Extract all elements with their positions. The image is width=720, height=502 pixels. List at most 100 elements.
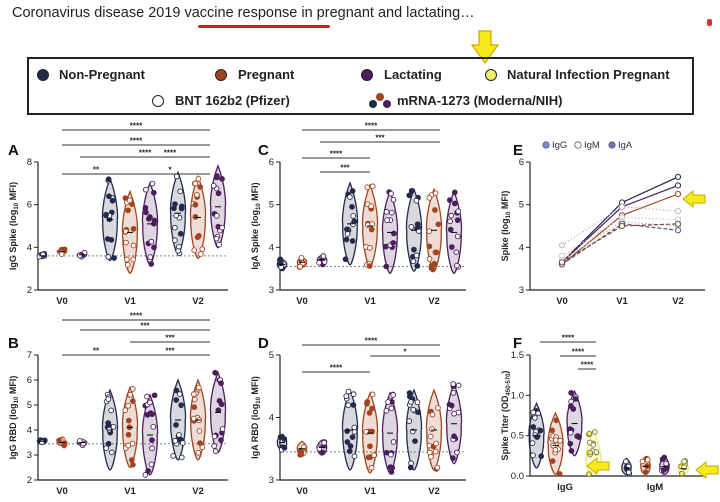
- data-point: [151, 217, 158, 224]
- data-point: [343, 236, 350, 243]
- data-point: [126, 197, 133, 204]
- data-point: [426, 256, 433, 262]
- legend-label-IgM: IgM: [584, 140, 600, 151]
- data-point: [125, 431, 132, 438]
- data-point: [447, 226, 454, 233]
- panel-letter: B: [8, 335, 19, 352]
- data-point: [145, 468, 151, 474]
- yellow-arrow-icon: [471, 30, 499, 64]
- data-point: [367, 245, 373, 251]
- panel-letter: C: [258, 142, 269, 159]
- data-point: [149, 437, 155, 443]
- data-point: [178, 203, 185, 210]
- y-tick-label: 4: [519, 242, 524, 253]
- arrow-left-icon: [682, 189, 706, 209]
- pregnant-legend-marker: [215, 69, 227, 81]
- significance-label: ****: [164, 149, 177, 158]
- data-point: [347, 194, 353, 200]
- data-point: [176, 432, 182, 438]
- data-point: [211, 443, 217, 449]
- data-point: [103, 211, 109, 218]
- series-point: [674, 207, 682, 215]
- legend-marker-IgM: [574, 141, 582, 149]
- panel-letter: E: [513, 142, 523, 159]
- data-point: [586, 439, 593, 446]
- significance-label: ***: [340, 164, 350, 173]
- y-tick-label: 1.0: [511, 390, 524, 401]
- data-point: [390, 392, 397, 398]
- x-tick-label: V0: [296, 486, 308, 497]
- significance-label: **: [93, 347, 100, 356]
- arrow-left-icon: [695, 460, 719, 480]
- data-point: [106, 193, 112, 200]
- data-point: [390, 439, 397, 445]
- significance-label: ****: [130, 137, 143, 146]
- data-point: [212, 448, 219, 455]
- y-tick-label: 4: [27, 425, 32, 436]
- legend-marker-IgG: [542, 141, 550, 149]
- significance-label: ****: [139, 149, 152, 158]
- data-point: [122, 228, 129, 235]
- data-point: [406, 192, 413, 199]
- data-point: [413, 197, 420, 204]
- data-point: [568, 390, 575, 396]
- data-point: [218, 437, 224, 443]
- significance-label: *: [403, 348, 407, 357]
- data-point: [530, 452, 536, 459]
- data-point: [173, 173, 180, 180]
- data-point: [177, 188, 184, 195]
- data-point: [414, 263, 421, 269]
- data-point: [388, 451, 394, 458]
- y-tick-label: 1.5: [511, 350, 524, 361]
- data-point: [125, 402, 131, 409]
- data-point: [408, 399, 414, 405]
- data-point: [567, 440, 574, 447]
- data-point: [109, 197, 116, 204]
- data-point: [549, 458, 556, 464]
- data-point: [639, 458, 646, 465]
- series-point: [618, 203, 626, 210]
- data-point: [342, 256, 349, 263]
- y-axis-label: IgG RBD (log10 MFI): [8, 376, 20, 460]
- panel-F: F 0.0 0.5 1.0 1.5 Spike Titer (OD450-570) IgG I…: [500, 334, 705, 493]
- data-point: [171, 224, 178, 231]
- y-tick-label: 6: [269, 157, 274, 168]
- y-tick-label: 4: [27, 242, 32, 253]
- data-point: [368, 226, 375, 233]
- series-point: [674, 173, 682, 181]
- data-point: [215, 407, 222, 414]
- data-point: [172, 201, 178, 207]
- data-point: [127, 391, 134, 398]
- data-point: [214, 212, 220, 219]
- legend-label-moderna: mRNA-1273 (Moderna/NIH): [397, 93, 563, 108]
- data-point: [298, 449, 305, 456]
- y-tick-label: 0.0: [511, 471, 524, 482]
- data-point: [215, 190, 222, 197]
- data-point: [218, 380, 224, 387]
- data-point: [660, 467, 667, 473]
- data-point: [129, 440, 136, 447]
- data-point: [351, 424, 358, 431]
- data-point: [415, 224, 421, 230]
- data-point: [219, 224, 225, 231]
- data-point: [435, 405, 441, 411]
- legend-label-IgA: IgA: [618, 140, 633, 151]
- significance-label: ****: [365, 337, 378, 346]
- data-point: [350, 402, 357, 408]
- data-point: [178, 454, 185, 461]
- y-tick-label: 5: [519, 200, 524, 211]
- data-point: [450, 455, 456, 461]
- data-point: [413, 252, 420, 259]
- data-point: [125, 207, 131, 214]
- data-point: [345, 402, 352, 409]
- data-point: [351, 218, 358, 225]
- data-point: [297, 263, 303, 270]
- data-point: [149, 180, 156, 187]
- data-point: [383, 407, 390, 414]
- y-tick-label: 5: [27, 400, 32, 411]
- series-point: [674, 182, 682, 189]
- data-point: [434, 464, 441, 471]
- data-point: [549, 427, 555, 434]
- data-point: [344, 231, 351, 237]
- data-point: [388, 405, 395, 412]
